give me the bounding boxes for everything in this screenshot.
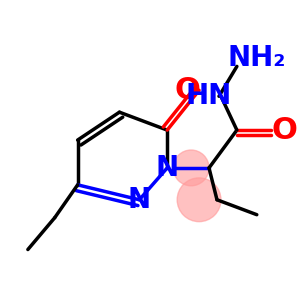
Text: O: O bbox=[174, 76, 200, 105]
Text: N: N bbox=[128, 186, 151, 214]
Circle shape bbox=[173, 150, 209, 186]
Text: NH₂: NH₂ bbox=[228, 44, 286, 72]
Text: O: O bbox=[272, 116, 298, 145]
Text: N: N bbox=[156, 154, 179, 182]
Circle shape bbox=[177, 178, 221, 222]
Text: HN: HN bbox=[186, 82, 232, 110]
